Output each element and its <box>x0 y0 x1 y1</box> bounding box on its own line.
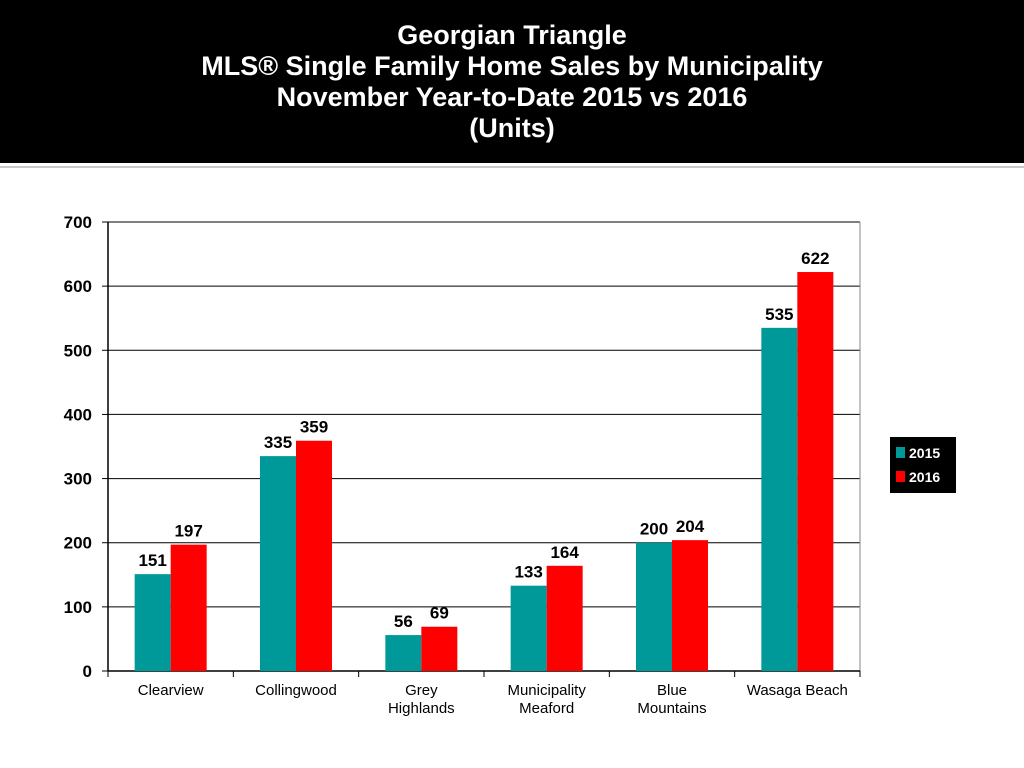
data-label-2016: 69 <box>430 604 449 623</box>
bar-2015 <box>636 542 672 671</box>
y-tick-label: 300 <box>64 470 92 489</box>
data-label-2016: 359 <box>300 418 328 437</box>
bar-2016 <box>797 272 834 671</box>
title-divider <box>0 166 1024 168</box>
legend-swatch-2016 <box>896 471 905 482</box>
title-line-1: Georgian Triangle <box>397 19 627 50</box>
y-tick-label: 0 <box>83 662 92 681</box>
data-label-2016: 622 <box>801 249 829 268</box>
bar-2016 <box>546 565 583 671</box>
data-label-2016: 204 <box>676 517 705 536</box>
bar-2015 <box>761 327 798 671</box>
data-label-2015: 200 <box>640 520 668 539</box>
bar-2015 <box>385 635 422 671</box>
bar-2016 <box>672 540 708 671</box>
title-bar: Georgian Triangle MLS® Single Family Hom… <box>0 0 1024 163</box>
data-label-2015: 151 <box>138 551 166 570</box>
data-label-2016: 164 <box>550 543 579 562</box>
y-tick-label: 100 <box>64 598 92 617</box>
category-label: Blue <box>657 682 687 699</box>
y-tick-label: 200 <box>64 534 92 553</box>
legend <box>890 437 956 493</box>
bar-2015 <box>260 456 296 671</box>
data-label-2016: 197 <box>174 522 202 541</box>
category-label: Mountains <box>637 700 706 717</box>
y-tick-label: 700 <box>64 213 92 232</box>
legend-swatch-2015 <box>896 447 905 458</box>
bar-2015 <box>510 585 547 671</box>
y-tick-label: 600 <box>64 277 92 296</box>
y-tick-label: 500 <box>64 341 92 360</box>
data-label-2015: 335 <box>264 433 292 452</box>
legend-label-2015: 2015 <box>909 445 940 461</box>
y-tick-label: 400 <box>64 405 92 424</box>
category-label: Collingwood <box>255 682 337 699</box>
data-label-2015: 133 <box>514 563 542 582</box>
category-label: Grey <box>405 682 438 699</box>
category-label: Municipality <box>507 682 586 699</box>
category-label: Wasaga Beach <box>747 682 848 699</box>
title-line-3: November Year-to-Date 2015 vs 2016 <box>276 81 748 112</box>
bar-2016 <box>170 544 207 671</box>
bar-2015 <box>134 574 171 671</box>
title-line-2: MLS® Single Family Home Sales by Municip… <box>201 50 823 81</box>
data-label-2015: 535 <box>765 305 793 324</box>
bar-2016 <box>296 440 332 671</box>
category-label: Highlands <box>388 700 455 717</box>
legend-label-2016: 2016 <box>909 469 940 485</box>
bar-2016 <box>421 626 458 671</box>
category-label: Clearview <box>138 682 204 699</box>
title-line-4: (Units) <box>469 112 555 143</box>
data-label-2015: 56 <box>394 612 413 631</box>
category-label: Meaford <box>519 700 574 717</box>
